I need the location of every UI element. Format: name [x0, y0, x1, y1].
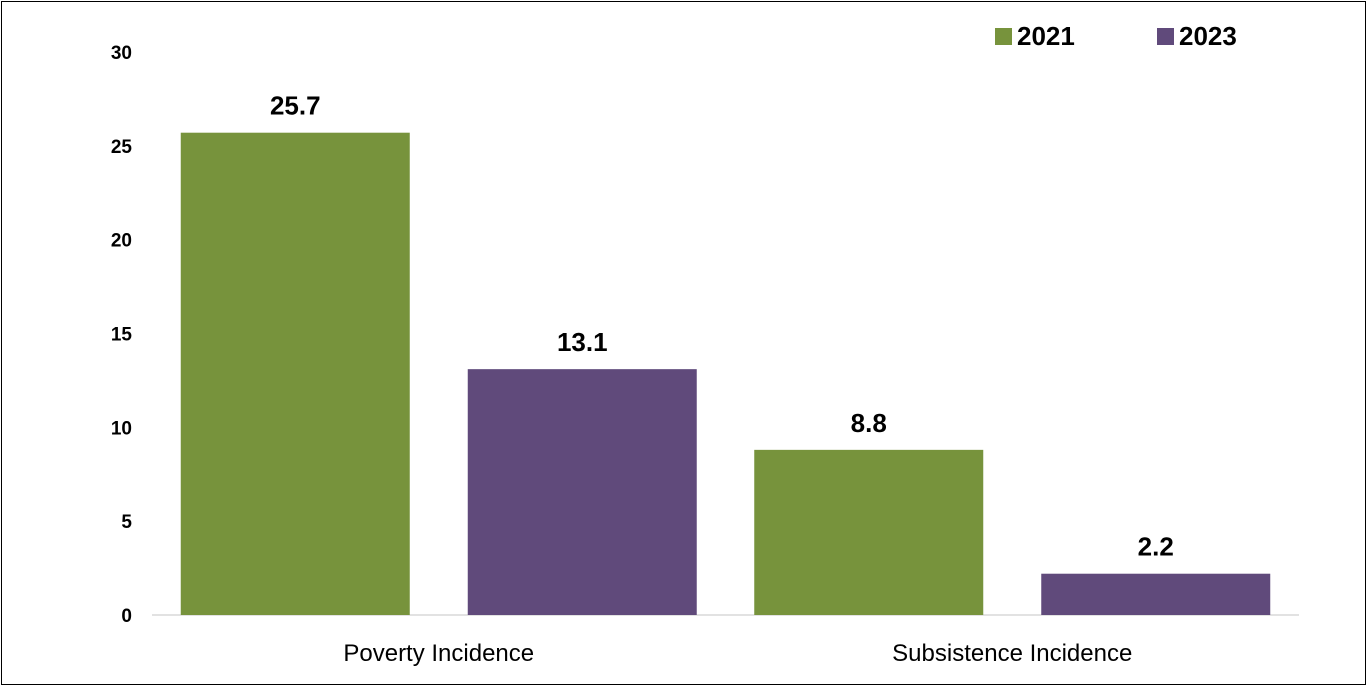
data-label: 2.2 — [1138, 532, 1174, 562]
bar-2023-0 — [467, 369, 697, 615]
legend: 2021 2023 — [995, 21, 1237, 51]
y-tick-label: 15 — [111, 325, 133, 346]
x-category-label: Poverty Incidence — [343, 640, 534, 667]
y-tick-label: 20 — [111, 231, 132, 252]
legend-swatch-2023 — [1157, 28, 1174, 45]
data-label: 13.1 — [557, 327, 608, 357]
bar-2023-1 — [1041, 573, 1271, 615]
bar-2021-1 — [754, 449, 984, 615]
legend-label: 2023 — [1179, 21, 1237, 51]
y-axis-ticks: 0 5 10 15 20 25 30 — [111, 43, 133, 627]
data-label: 25.7 — [270, 91, 321, 121]
y-tick-label: 5 — [121, 512, 132, 533]
y-tick-label: 0 — [121, 606, 132, 627]
legend-label: 2021 — [1017, 21, 1075, 51]
bar-2021-0 — [180, 132, 410, 616]
x-category-label: Subsistence Incidence — [892, 640, 1132, 667]
y-tick-label: 30 — [111, 43, 132, 64]
bar-group — [180, 132, 1271, 616]
y-tick-label: 10 — [111, 418, 132, 439]
legend-swatch-2021 — [995, 28, 1012, 45]
data-labels: 25.7 13.1 8.8 2.2 — [270, 91, 1174, 562]
y-tick-label: 25 — [111, 137, 133, 158]
data-label: 8.8 — [851, 408, 887, 438]
x-axis-category-labels: Poverty Incidence Subsistence Incidence — [343, 640, 1132, 667]
